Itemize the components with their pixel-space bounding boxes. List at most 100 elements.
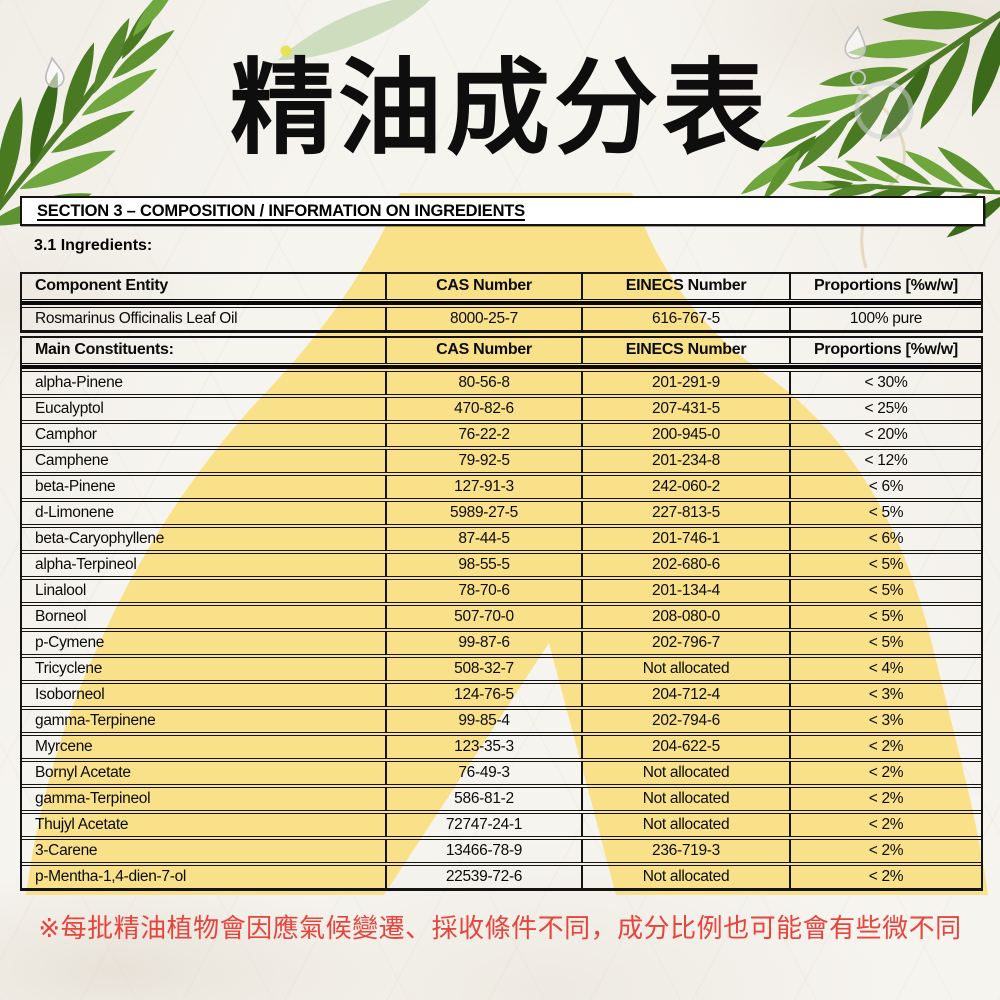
header-cell: EINECS Number bbox=[581, 274, 789, 299]
cell: 72747-24-1 bbox=[385, 814, 581, 836]
cell: 201-291-9 bbox=[581, 372, 789, 394]
header-divider bbox=[22, 365, 981, 369]
table-row: beta-Pinene 127-91-3 242-060-2 < 6% bbox=[22, 475, 981, 499]
cell: Tricyclene bbox=[35, 660, 103, 677]
cell: Rosmarinus Officinalis Leaf Oil bbox=[35, 310, 238, 327]
cell: 508-32-7 bbox=[385, 658, 581, 680]
cell: < 2% bbox=[789, 814, 981, 836]
table-body: Rosmarinus Officinalis Leaf Oil 8000-25-7… bbox=[22, 307, 981, 331]
cell: < 12% bbox=[789, 450, 981, 472]
cell: p-Cymene bbox=[35, 634, 105, 651]
cell: Not allocated bbox=[581, 658, 789, 680]
header-cell: CAS Number bbox=[385, 338, 581, 363]
cell: < 5% bbox=[789, 632, 981, 654]
cell: 202-680-6 bbox=[581, 554, 789, 576]
table-row: gamma-Terpineol 586-81-2 Not allocated < 2% bbox=[22, 787, 981, 811]
cell: 586-81-2 bbox=[385, 788, 581, 810]
table-body: alpha-Pinene 80-56-8 201-291-9 < 30% Eucalyp… bbox=[22, 371, 981, 889]
cell: Borneol bbox=[35, 608, 87, 625]
cell: gamma-Terpineol bbox=[35, 790, 151, 807]
cell: alpha-Pinene bbox=[35, 374, 123, 391]
cell: 470-82-6 bbox=[385, 398, 581, 420]
oil-drop bbox=[280, 45, 292, 57]
cell: 202-794-6 bbox=[581, 710, 789, 732]
table-row: Linalool 78-70-6 201-134-4 < 5% bbox=[22, 579, 981, 603]
cell: 202-796-7 bbox=[581, 632, 789, 654]
cell: 201-746-1 bbox=[581, 528, 789, 550]
cell: < 3% bbox=[789, 684, 981, 706]
cell: 242-060-2 bbox=[581, 476, 789, 498]
header-divider bbox=[22, 301, 981, 305]
cell: < 2% bbox=[789, 840, 981, 862]
cell: < 20% bbox=[789, 424, 981, 446]
cell: 616-767-5 bbox=[581, 308, 789, 330]
table-header-row: Component Entity CAS Number EINECS Number P… bbox=[22, 274, 981, 300]
table-row: Myrcene 123-35-3 204-622-5 < 2% bbox=[22, 735, 981, 759]
cell: < 2% bbox=[789, 762, 981, 784]
table-row: Tricyclene 508-32-7 Not allocated < 4% bbox=[22, 657, 981, 681]
cell: < 5% bbox=[789, 606, 981, 628]
cell: 76-49-3 bbox=[385, 762, 581, 784]
cell: alpha-Terpineol bbox=[35, 556, 137, 573]
table-row: gamma-Terpinene 99-85-4 202-794-6 < 3% bbox=[22, 709, 981, 733]
water-droplet bbox=[854, 80, 914, 140]
cell: < 2% bbox=[789, 788, 981, 810]
cell: < 6% bbox=[789, 528, 981, 550]
cell: Camphene bbox=[35, 452, 109, 469]
cell: Linalool bbox=[35, 582, 87, 599]
header-cell: EINECS Number bbox=[581, 338, 789, 363]
page-title: 精油成分表 bbox=[229, 51, 770, 167]
disclaimer-note: ※每批精油植物會因應氣候變遷、採收條件不同，成分比例也可能會有些微不同 bbox=[38, 913, 962, 943]
cell: 200-945-0 bbox=[581, 424, 789, 446]
cell: 79-92-5 bbox=[385, 450, 581, 472]
header-cell: CAS Number bbox=[385, 274, 581, 299]
cell: 201-134-4 bbox=[581, 580, 789, 602]
cell: 227-813-5 bbox=[581, 502, 789, 524]
cell: beta-Caryophyllene bbox=[35, 530, 165, 547]
header-cell: Proportions [%w/w] bbox=[789, 338, 981, 363]
cell: < 25% bbox=[789, 398, 981, 420]
cell: gamma-Terpinene bbox=[35, 712, 156, 729]
table-header-row: Main Constituents: CAS Number EINECS Numbe… bbox=[22, 338, 981, 364]
table-row: Isoborneol 124-76-5 204-712-4 < 3% bbox=[22, 683, 981, 707]
table-row: Thujyl Acetate 72747-24-1 Not allocated < 2… bbox=[22, 813, 981, 837]
ingredients-table: Component Entity CAS Number EINECS Number P… bbox=[20, 272, 983, 333]
cell: 204-712-4 bbox=[581, 684, 789, 706]
table-row: Camphor 76-22-2 200-945-0 < 20% bbox=[22, 423, 981, 447]
cell: Isoborneol bbox=[35, 686, 105, 703]
cell: 208-080-0 bbox=[581, 606, 789, 628]
cell: < 30% bbox=[789, 372, 981, 394]
table-row: Rosmarinus Officinalis Leaf Oil 8000-25-7… bbox=[22, 307, 981, 331]
constituents-table: Main Constituents: CAS Number EINECS Numbe… bbox=[20, 336, 983, 891]
cell: 507-70-0 bbox=[385, 606, 581, 628]
table-row: 3-Carene 13466-78-9 236-719-3 < 2% bbox=[22, 839, 981, 863]
cell: 123-35-3 bbox=[385, 736, 581, 758]
table-row: p-Mentha-1,4-dien-7-ol 22539-72-6 Not allo… bbox=[22, 865, 981, 889]
cell: < 2% bbox=[789, 866, 981, 888]
cell: 236-719-3 bbox=[581, 840, 789, 862]
cell: p-Mentha-1,4-dien-7-ol bbox=[35, 868, 187, 885]
table-row: alpha-Pinene 80-56-8 201-291-9 < 30% bbox=[22, 371, 981, 395]
cell: Not allocated bbox=[581, 762, 789, 784]
cell: Not allocated bbox=[581, 788, 789, 810]
table-row: alpha-Terpineol 98-55-5 202-680-6 < 5% bbox=[22, 553, 981, 577]
cell: Not allocated bbox=[581, 866, 789, 888]
cell: Camphor bbox=[35, 426, 97, 443]
cell: Bornyl Acetate bbox=[35, 764, 131, 781]
cell: Not allocated bbox=[581, 814, 789, 836]
table-row: d-Limonene 5989-27-5 227-813-5 < 5% bbox=[22, 501, 981, 525]
cell: 100% pure bbox=[789, 308, 981, 330]
table-row: Bornyl Acetate 76-49-3 Not allocated < 2% bbox=[22, 761, 981, 785]
cell: d-Limonene bbox=[35, 504, 114, 521]
header-cell: Main Constituents: bbox=[35, 341, 174, 358]
table-row: p-Cymene 99-87-6 202-796-7 < 5% bbox=[22, 631, 981, 655]
water-droplet bbox=[850, 70, 866, 86]
cell: < 5% bbox=[789, 502, 981, 524]
cell: 99-85-4 bbox=[385, 710, 581, 732]
cell: < 3% bbox=[789, 710, 981, 732]
cell: 201-234-8 bbox=[581, 450, 789, 472]
cell: < 5% bbox=[789, 554, 981, 576]
table-row: Borneol 507-70-0 208-080-0 < 5% bbox=[22, 605, 981, 629]
cell: < 4% bbox=[789, 658, 981, 680]
